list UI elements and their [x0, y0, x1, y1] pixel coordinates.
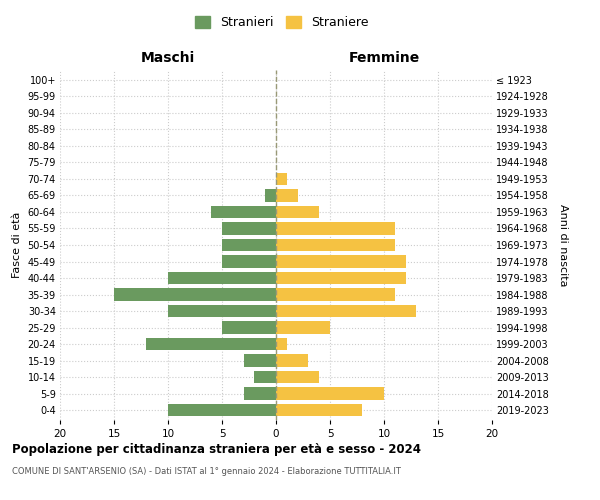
Bar — [222, 222, 276, 234]
Bar — [222, 239, 276, 251]
Bar — [146, 338, 276, 350]
Text: COMUNE DI SANT'ARSENIO (SA) - Dati ISTAT al 1° gennaio 2024 - Elaborazione TUTTI: COMUNE DI SANT'ARSENIO (SA) - Dati ISTAT… — [12, 468, 401, 476]
Y-axis label: Fasce di età: Fasce di età — [12, 212, 22, 278]
Bar — [276, 404, 362, 416]
Bar — [276, 305, 416, 317]
Bar — [276, 190, 298, 202]
Bar — [276, 272, 406, 284]
Text: Maschi: Maschi — [141, 51, 195, 65]
Y-axis label: Anni di nascita: Anni di nascita — [559, 204, 568, 286]
Bar — [265, 190, 276, 202]
Bar — [114, 288, 276, 300]
Text: Femmine: Femmine — [349, 51, 419, 65]
Text: Popolazione per cittadinanza straniera per età e sesso - 2024: Popolazione per cittadinanza straniera p… — [12, 442, 421, 456]
Bar — [244, 388, 276, 400]
Bar — [276, 338, 287, 350]
Legend: Stranieri, Straniere: Stranieri, Straniere — [190, 11, 374, 34]
Bar — [276, 206, 319, 218]
Bar — [276, 239, 395, 251]
Bar — [168, 305, 276, 317]
Bar — [276, 388, 384, 400]
Bar — [244, 354, 276, 367]
Bar — [276, 256, 406, 268]
Bar — [276, 288, 395, 300]
Bar — [222, 256, 276, 268]
Bar — [168, 272, 276, 284]
Bar — [254, 371, 276, 384]
Bar — [276, 222, 395, 234]
Bar — [276, 354, 308, 367]
Bar — [276, 371, 319, 384]
Bar — [276, 173, 287, 185]
Bar — [276, 322, 330, 334]
Bar — [222, 322, 276, 334]
Bar — [168, 404, 276, 416]
Bar — [211, 206, 276, 218]
